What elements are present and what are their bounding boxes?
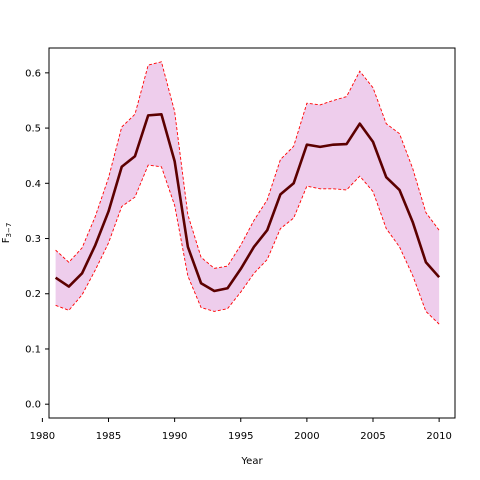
x-axis-title: Year	[240, 456, 263, 467]
y-tick-label: 0.1	[25, 344, 41, 355]
y-axis-title-subscript: 3−7	[5, 223, 13, 238]
x-tick-label: 1980	[30, 431, 55, 442]
x-tick-label: 2010	[426, 431, 451, 442]
x-axis: 1980 1985 1990 1995 2000 2005 2010	[30, 418, 452, 442]
y-tick-label: 0.6	[25, 68, 41, 79]
y-tick-label: 0.4	[25, 179, 41, 190]
plot-frame	[48, 47, 456, 419]
confidence-band	[55, 61, 440, 325]
y-axis: 0.0 0.1 0.2 0.3 0.4 0.5 0.6	[25, 68, 49, 411]
x-tick-label: 1995	[228, 431, 253, 442]
y-tick-label: 0.5	[25, 124, 41, 135]
estimate-line	[54, 112, 441, 293]
y-tick-label: 0.2	[25, 289, 41, 300]
x-tick-label: 2005	[360, 431, 385, 442]
y-tick-label: 0.0	[25, 400, 41, 411]
plot-area	[54, 61, 441, 325]
y-axis-title-main: F	[1, 237, 12, 243]
x-tick-label: 2000	[294, 431, 319, 442]
x-tick-label: 1990	[162, 431, 187, 442]
lower-bound-line	[55, 164, 440, 325]
upper-bound-line	[55, 61, 440, 269]
y-axis-title: F3−7	[1, 223, 13, 244]
y-tick-label: 0.3	[25, 234, 41, 245]
x-tick-label: 1985	[96, 431, 121, 442]
